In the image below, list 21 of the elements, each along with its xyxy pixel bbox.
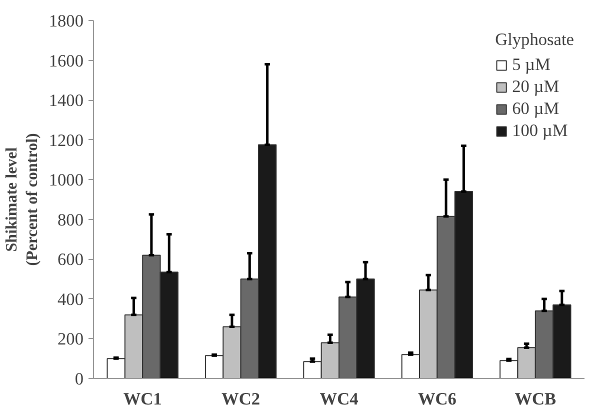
x-tick-label: WC4	[320, 390, 359, 408]
legend-label: 20 µM	[512, 77, 560, 97]
legend-label: 5 µM	[512, 55, 550, 75]
y-tick-label: 1400	[48, 91, 84, 110]
x-tick-label: WC2	[222, 390, 260, 408]
y-tick-label: 600	[58, 250, 84, 270]
legend-label: 100 µM	[512, 121, 568, 141]
y-tick-label: 200	[58, 330, 84, 349]
y-axis-title: Shikimate level (Percent of control)	[3, 133, 41, 266]
y-tick-label: 1800	[48, 12, 84, 30]
legend-title: Glyphosate	[495, 30, 574, 50]
y-tick-label: 400	[58, 290, 84, 309]
y-tick-label: 1000	[48, 170, 84, 190]
y-tick-label: 1200	[48, 130, 84, 150]
legend-label: 60 µM	[512, 99, 560, 119]
y-tick-label: 0	[74, 370, 84, 388]
x-tick-label: WC1	[123, 390, 162, 408]
y-tick-label: 800	[58, 210, 84, 230]
x-tick-label: WC6	[418, 390, 457, 408]
x-tick-label: WCB	[514, 390, 557, 408]
y-tick-label: 1600	[48, 51, 84, 70]
